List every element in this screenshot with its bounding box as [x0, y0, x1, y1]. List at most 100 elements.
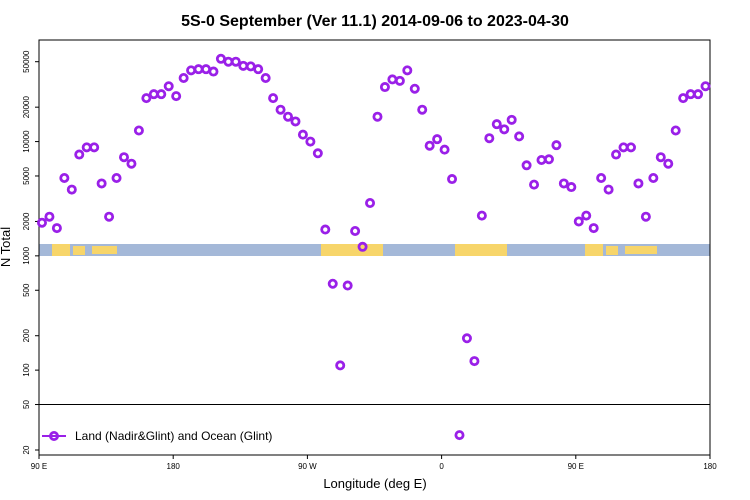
land-patch-africa — [455, 244, 507, 256]
data-point — [104, 211, 115, 222]
y-tick-label: 500 — [22, 283, 31, 297]
x-tick-label: 180 — [703, 462, 717, 471]
data-point — [461, 333, 472, 344]
data-point — [253, 64, 264, 75]
data-point — [327, 278, 338, 289]
data-point — [521, 160, 532, 171]
data-point — [402, 65, 413, 76]
data-point — [357, 241, 368, 252]
y-tick-label: 100 — [22, 363, 31, 377]
y-tick-label: 20000 — [22, 96, 31, 119]
data-point — [648, 173, 659, 184]
y-tick-label: 200 — [22, 329, 31, 343]
data-point — [290, 116, 301, 127]
data-point — [342, 280, 353, 291]
data-point — [551, 140, 562, 151]
data-point — [365, 198, 376, 209]
legend-marker — [49, 430, 60, 441]
data-point — [111, 173, 122, 184]
data-point — [640, 211, 651, 222]
data-point — [335, 360, 346, 371]
land-patch-islands-2 — [625, 246, 657, 254]
land-patches — [52, 244, 657, 256]
x-axis-label: Longitude (deg E) — [323, 476, 426, 491]
data-point — [573, 216, 584, 227]
data-point — [320, 224, 331, 235]
x-axis: 90 E 180 90 W 0 90 E 180 — [31, 455, 717, 471]
data-point — [670, 125, 681, 136]
data-point — [447, 174, 458, 185]
y-tick-label: 20 — [22, 445, 31, 454]
y-tick-label: 10000 — [22, 130, 31, 153]
chart-title: 5S-0 September (Ver 11.1) 2014-09-06 to … — [181, 13, 569, 30]
data-point — [89, 142, 100, 153]
data-point — [178, 73, 189, 84]
data-point — [439, 144, 450, 155]
data-point — [394, 75, 405, 86]
x-tick-label: 90 E — [568, 462, 584, 471]
data-point — [59, 173, 70, 184]
y-tick-label: 50 — [22, 400, 31, 409]
data-point — [543, 154, 554, 165]
data-point — [611, 149, 622, 160]
data-point — [208, 66, 219, 77]
data-point — [51, 223, 62, 234]
data-point — [268, 93, 279, 104]
data-point — [558, 178, 569, 189]
data-point — [260, 73, 271, 84]
data-point — [133, 125, 144, 136]
data-point — [66, 184, 77, 195]
x-tick-label: 0 — [439, 462, 444, 471]
map-band — [39, 244, 710, 256]
data-point — [625, 142, 636, 153]
data-point — [305, 136, 316, 147]
legend: Land (Nadir&Glint) and Ocean (Glint) — [42, 429, 272, 443]
data-point — [566, 182, 577, 193]
data-point — [36, 217, 47, 228]
data-point — [529, 179, 540, 190]
data-point — [491, 119, 502, 130]
data-point — [633, 178, 644, 189]
plot-frame — [38, 39, 711, 456]
data-point — [581, 210, 592, 221]
x-tick-label: 90 E — [31, 462, 47, 471]
data-point — [700, 81, 711, 92]
data-point — [350, 225, 361, 236]
data-point — [387, 74, 398, 85]
legend-label: Land (Nadir&Glint) and Ocean (Glint) — [75, 429, 272, 443]
data-point — [44, 211, 55, 222]
data-points — [36, 53, 711, 441]
data-point — [96, 178, 107, 189]
data-point — [432, 134, 443, 145]
data-point — [163, 81, 174, 92]
data-point — [476, 210, 487, 221]
data-point — [678, 93, 689, 104]
data-point — [454, 430, 465, 441]
x-tick-label: 180 — [167, 462, 181, 471]
data-point — [297, 129, 308, 140]
data-point — [283, 111, 294, 122]
data-point — [596, 173, 607, 184]
data-point — [156, 89, 167, 100]
land-patch-australia — [73, 246, 85, 255]
data-point — [469, 356, 480, 367]
data-point — [417, 104, 428, 115]
data-point — [514, 131, 525, 142]
land-patch-islands — [92, 246, 117, 254]
data-point — [312, 148, 323, 159]
data-point — [372, 111, 383, 122]
data-point — [186, 65, 197, 76]
land-patch-asia — [52, 244, 70, 256]
land-patch-americas — [321, 244, 383, 256]
data-point — [484, 133, 495, 144]
y-tick-label: 1000 — [22, 246, 31, 264]
data-point — [171, 91, 182, 102]
data-point — [74, 149, 85, 160]
data-point — [603, 184, 614, 195]
data-point — [499, 124, 510, 135]
data-point — [409, 83, 420, 94]
y-tick-label: 50000 — [22, 50, 31, 73]
y-axis-label: N Total — [0, 227, 13, 267]
data-point — [275, 104, 286, 115]
